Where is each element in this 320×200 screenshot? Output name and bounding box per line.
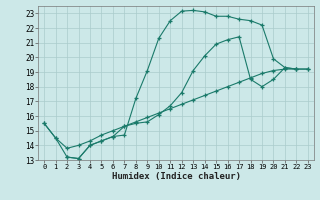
X-axis label: Humidex (Indice chaleur): Humidex (Indice chaleur) xyxy=(111,172,241,181)
